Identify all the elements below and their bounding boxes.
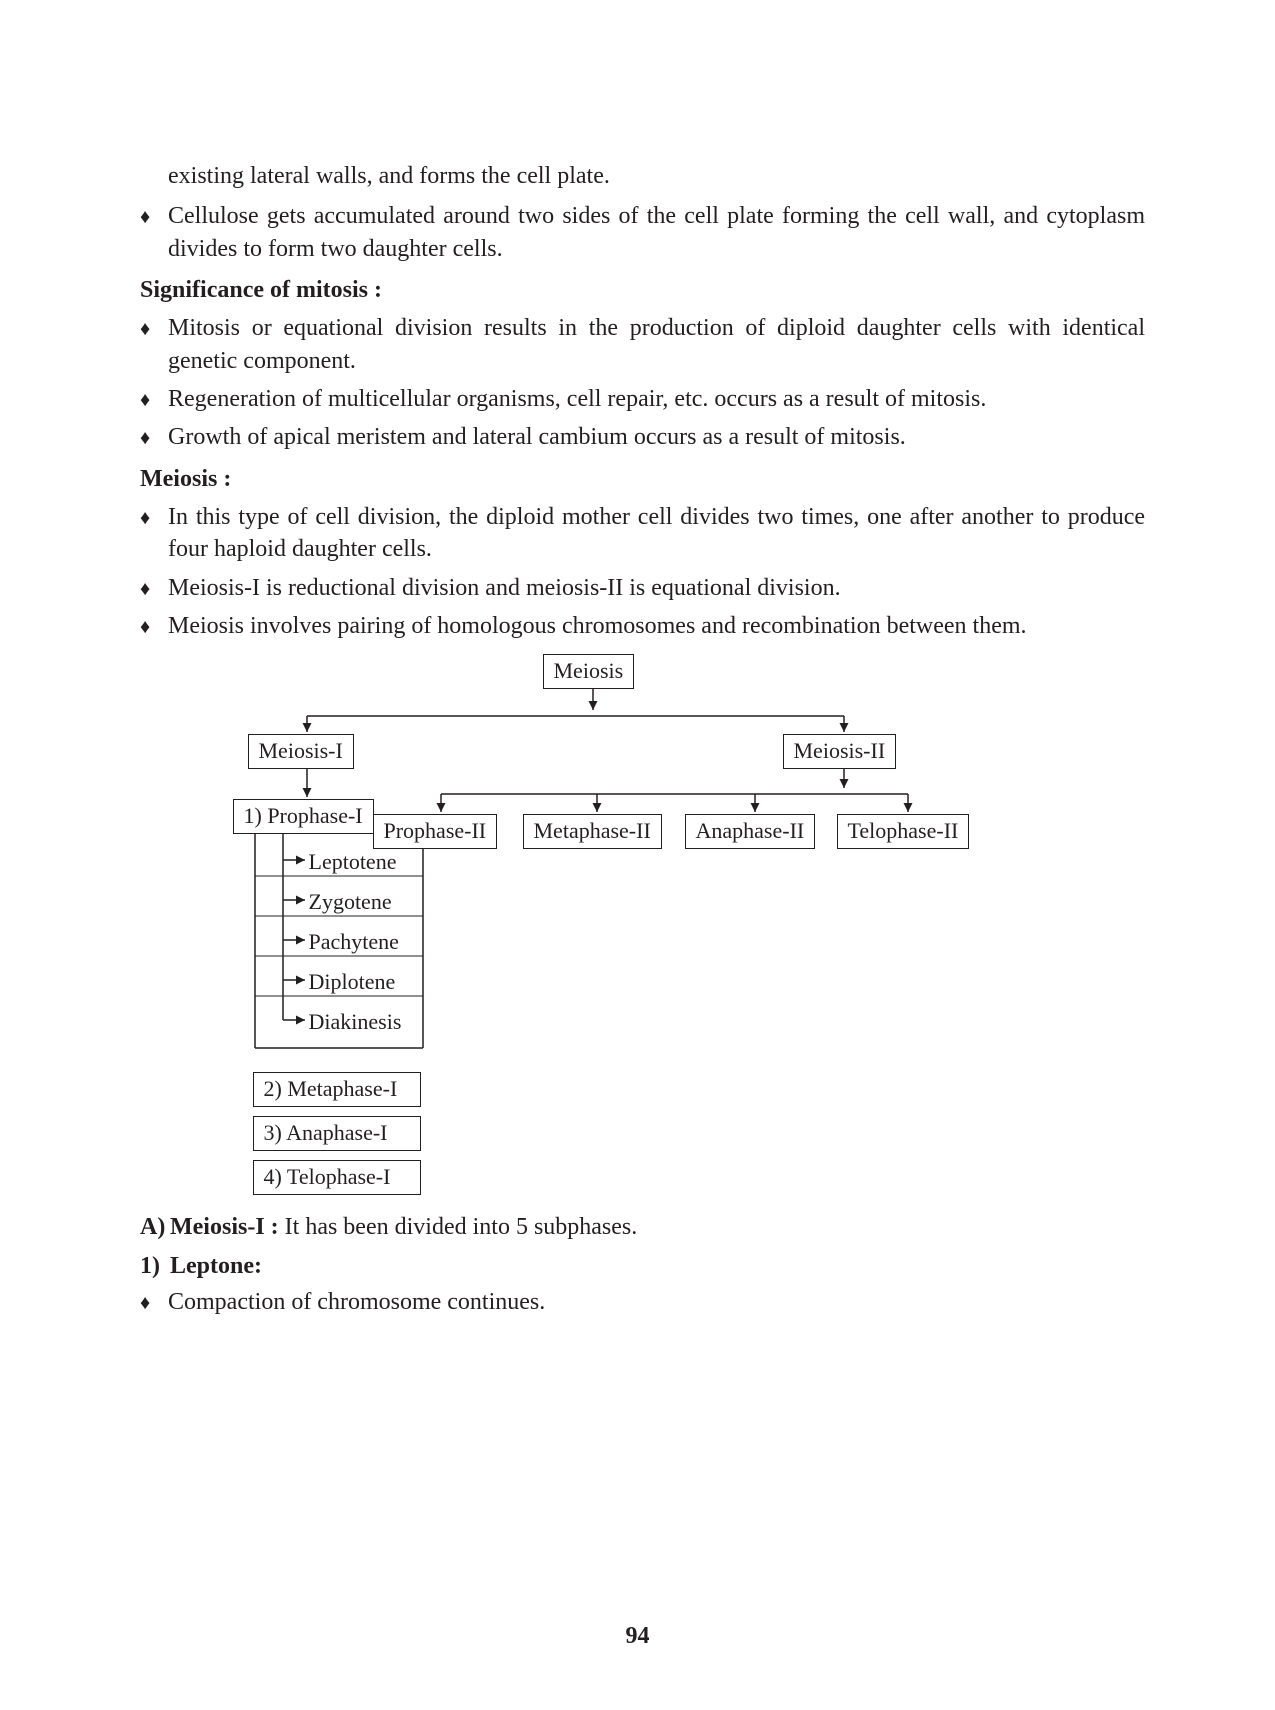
bullet-item: ♦ In this type of cell division, the dip… xyxy=(140,501,1145,566)
bullet-text: Meiosis-I is reductional division and me… xyxy=(168,572,1145,604)
section-a-bold: Meiosis-I : xyxy=(170,1214,279,1240)
subphase-zygotene: Zygotene xyxy=(309,890,392,914)
page: existing lateral walls, and forms the ce… xyxy=(0,0,1275,1710)
diamond-bullet-icon: ♦ xyxy=(140,312,168,343)
bullet-text: Cellulose gets accumulated around two si… xyxy=(168,200,1145,265)
bullet-item: ♦ Mitosis or equational division results… xyxy=(140,312,1145,377)
page-number: 94 xyxy=(0,1623,1275,1650)
flowchart-lines xyxy=(233,654,1053,1196)
bullet-item: ♦ Compaction of chromosome continues. xyxy=(140,1286,1145,1318)
node-meiosis-2: Meiosis-II xyxy=(783,734,897,769)
node-metaphase-1: 2) Metaphase-I xyxy=(253,1072,421,1107)
diamond-bullet-icon: ♦ xyxy=(140,200,168,231)
bullet-text: Regeneration of multicellular organisms,… xyxy=(168,383,1145,415)
diamond-bullet-icon: ♦ xyxy=(140,501,168,532)
section-1-bold: Leptone: xyxy=(170,1253,262,1279)
node-telophase-1: 4) Telophase-I xyxy=(253,1160,421,1195)
bullet-item: ♦ Cellulose gets accumulated around two … xyxy=(140,200,1145,265)
section-a-key: A) xyxy=(140,1214,170,1241)
section-1-row: 1) Leptone: xyxy=(140,1253,1145,1280)
diamond-bullet-icon: ♦ xyxy=(140,383,168,414)
bullet-text: Growth of apical meristem and lateral ca… xyxy=(168,421,1145,453)
node-metaphase-2: Metaphase-II xyxy=(523,814,662,849)
meiosis-flowchart: Meiosis Meiosis-I Meiosis-II 1) Prophase… xyxy=(233,654,1053,1196)
section-1-key: 1) xyxy=(140,1253,170,1280)
bullet-text: Meiosis involves pairing of homologous c… xyxy=(168,610,1145,642)
continued-paragraph: existing lateral walls, and forms the ce… xyxy=(140,160,1145,192)
heading-significance: Significance of mitosis : xyxy=(140,277,1145,304)
section-1-body: Leptone: xyxy=(170,1253,1145,1280)
diamond-bullet-icon: ♦ xyxy=(140,421,168,452)
diamond-bullet-icon: ♦ xyxy=(140,1286,168,1317)
section-a-body: Meiosis-I : It has been divided into 5 s… xyxy=(170,1214,1145,1241)
node-prophase-1: 1) Prophase-I xyxy=(233,799,374,834)
bullet-text: In this type of cell division, the diplo… xyxy=(168,501,1145,566)
section-a-rest: It has been divided into 5 subphases. xyxy=(279,1214,638,1240)
diamond-bullet-icon: ♦ xyxy=(140,572,168,603)
bullet-item: ♦ Meiosis-I is reductional division and … xyxy=(140,572,1145,604)
subphase-diplotene: Diplotene xyxy=(309,970,396,994)
subphase-leptotene: Leptotene xyxy=(309,850,397,874)
heading-meiosis: Meiosis : xyxy=(140,466,1145,493)
diamond-bullet-icon: ♦ xyxy=(140,610,168,641)
bullet-item: ♦ Growth of apical meristem and lateral … xyxy=(140,421,1145,453)
bullet-item: ♦ Meiosis involves pairing of homologous… xyxy=(140,610,1145,642)
node-prophase-2: Prophase-II xyxy=(373,814,498,849)
node-meiosis: Meiosis xyxy=(543,654,635,689)
node-telophase-2: Telophase-II xyxy=(837,814,970,849)
node-anaphase-1: 3) Anaphase-I xyxy=(253,1116,421,1151)
bullet-item: ♦ Regeneration of multicellular organism… xyxy=(140,383,1145,415)
node-anaphase-2: Anaphase-II xyxy=(685,814,816,849)
subphase-diakinesis: Diakinesis xyxy=(309,1010,402,1034)
node-meiosis-1: Meiosis-I xyxy=(248,734,354,769)
bullet-text: Compaction of chromosome continues. xyxy=(168,1286,1145,1318)
section-a-row: A) Meiosis-I : It has been divided into … xyxy=(140,1214,1145,1241)
subphase-pachytene: Pachytene xyxy=(309,930,399,954)
bullet-text: Mitosis or equational division results i… xyxy=(168,312,1145,377)
